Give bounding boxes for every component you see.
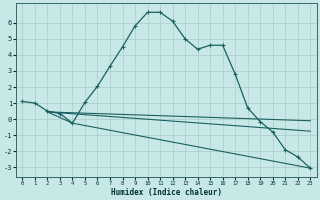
X-axis label: Humidex (Indice chaleur): Humidex (Indice chaleur) (111, 188, 222, 197)
